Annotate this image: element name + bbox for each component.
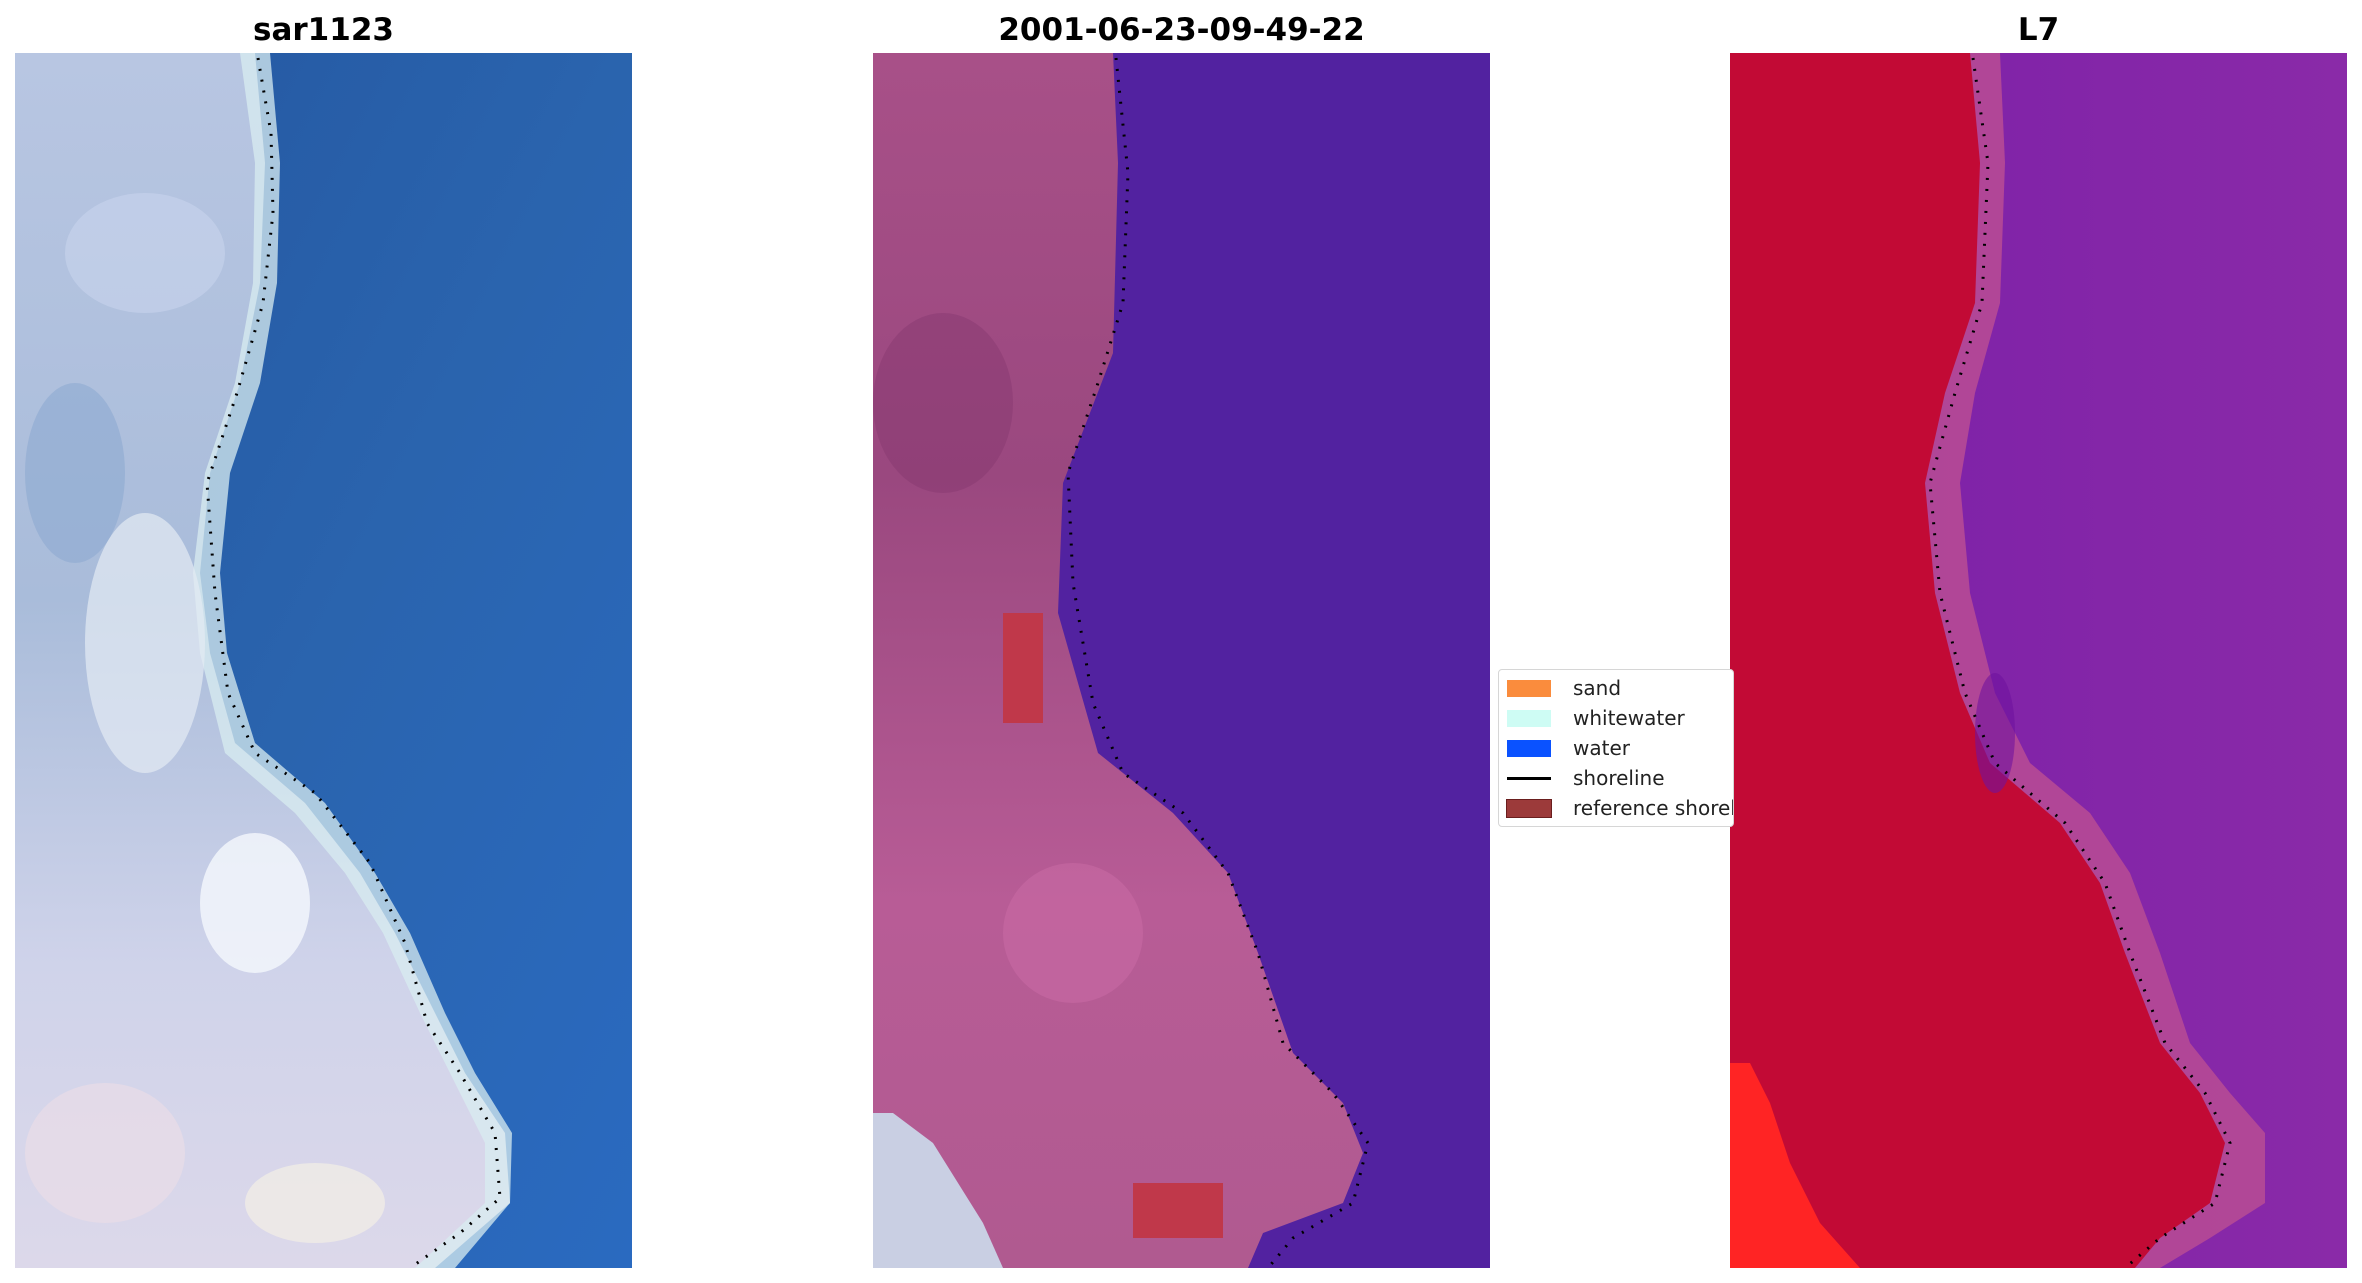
classified-image-panel — [873, 53, 1490, 1268]
shoreline — [1928, 57, 2232, 1268]
legend-label: reference shoreline — [1573, 796, 1733, 820]
whitewater-area — [873, 1113, 1003, 1268]
legend: sand whitewater water shoreline referenc… — [1498, 669, 1734, 827]
rgb-image-panel — [15, 53, 632, 1268]
legend-item-water: water — [1507, 736, 1630, 760]
shoreline — [1066, 57, 1370, 1268]
rgb-image — [15, 53, 632, 1268]
legend-item-sand: sand — [1507, 676, 1621, 700]
legend-label: water — [1573, 736, 1630, 760]
classified-image — [873, 53, 1490, 1268]
l7-image-panel — [1730, 53, 2347, 1268]
panel-title-date: 2001-06-23-09-49-22 — [998, 12, 1365, 48]
water-swatch — [1507, 739, 1551, 757]
l7-image — [1730, 53, 2347, 1268]
reference-region — [1003, 613, 1043, 723]
shoreline-line-icon — [1507, 770, 1551, 787]
panel-title-sar1123: sar1123 — [253, 12, 394, 48]
hot-region — [1730, 1063, 1860, 1268]
reference-shoreline-swatch — [1506, 798, 1552, 818]
legend-item-reference-shoreline: reference shoreline — [1506, 796, 1733, 820]
legend-item-whitewater: whitewater — [1507, 706, 1685, 730]
shoreline — [205, 57, 502, 1268]
land-area — [15, 53, 510, 1268]
legend-label: sand — [1573, 676, 1622, 700]
whitewater-swatch — [1507, 709, 1551, 727]
legend-label: whitewater — [1573, 706, 1685, 730]
land-area — [1730, 53, 2225, 1268]
reference-region — [1133, 1183, 1223, 1238]
land-area — [873, 53, 1363, 1268]
legend-item-shoreline: shoreline — [1507, 766, 1665, 790]
sand-swatch — [1507, 679, 1551, 697]
legend-label: shoreline — [1573, 766, 1665, 790]
panel-title-l7: L7 — [2017, 12, 2060, 48]
